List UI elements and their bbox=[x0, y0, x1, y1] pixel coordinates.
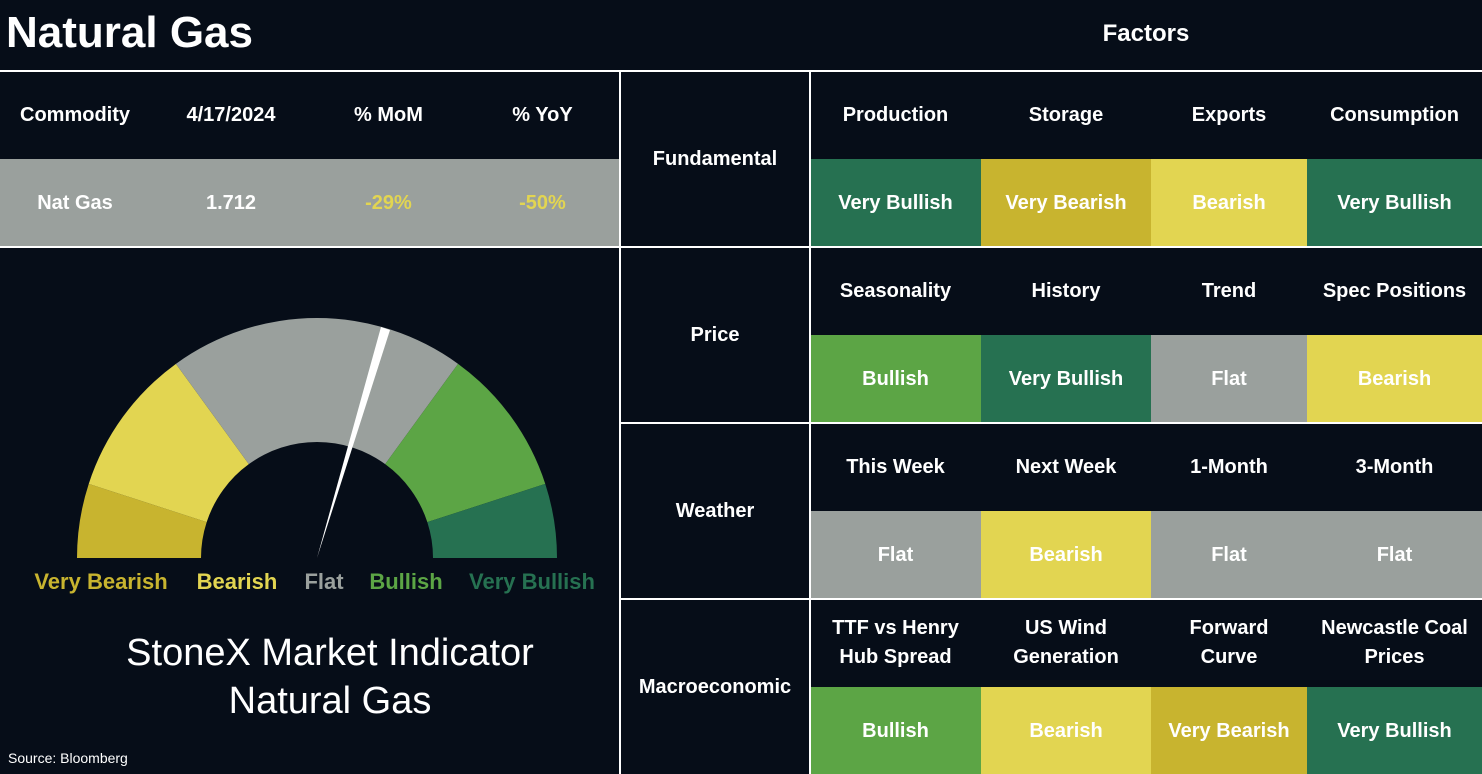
factor-signal: Flat bbox=[1151, 511, 1307, 599]
factor-signal: Bullish bbox=[810, 687, 981, 774]
divider bbox=[619, 70, 621, 774]
factor-name-line: History bbox=[1031, 279, 1101, 302]
gauge-segment bbox=[77, 483, 207, 558]
factor-name-line: US Wind bbox=[1024, 617, 1108, 639]
factor-signal: Bearish bbox=[1151, 159, 1307, 247]
page-title: Natural Gas bbox=[6, 8, 253, 57]
factor-signal: Bullish bbox=[810, 335, 981, 423]
factor-name-line: Curve bbox=[1200, 646, 1258, 668]
gauge-label: Bullish bbox=[369, 569, 442, 594]
factor-name-line: Hub Spread bbox=[839, 646, 952, 668]
factor-signal: Bearish bbox=[981, 511, 1151, 599]
factor-category: Macroeconomic bbox=[620, 599, 810, 774]
factor-name-line: Trend bbox=[1201, 279, 1257, 302]
factor-signal: Bearish bbox=[1307, 335, 1482, 423]
table-value: -29% bbox=[312, 159, 465, 247]
factor-name: Seasonality bbox=[810, 247, 981, 335]
factor-name: Consumption bbox=[1307, 71, 1482, 159]
divider bbox=[620, 422, 1482, 424]
factor-name: Forward Curve bbox=[1151, 599, 1307, 687]
source-note: Source: Bloomberg bbox=[8, 750, 128, 766]
gauge-segment bbox=[427, 483, 557, 558]
divider bbox=[0, 70, 1482, 72]
gauge-segment bbox=[385, 363, 546, 523]
factor-name: TTF vs Henry Hub Spread bbox=[810, 599, 981, 687]
factor-name: Exports bbox=[1151, 71, 1307, 159]
factor-name: Newcastle Coal Prices bbox=[1307, 599, 1482, 687]
factor-name: 3-Month bbox=[1307, 423, 1482, 511]
factor-signal: Very Bullish bbox=[1307, 159, 1482, 247]
gauge-title: StoneX Market Indicator bbox=[126, 632, 534, 674]
factor-name-line: Generation bbox=[1013, 646, 1119, 668]
factor-name-line: Newcastle Coal bbox=[1321, 617, 1468, 639]
gauge-segment bbox=[88, 363, 249, 523]
factor-name-line: Forward bbox=[1189, 617, 1269, 639]
table-value: 1.712 bbox=[150, 159, 312, 247]
factor-category: Fundamental bbox=[620, 71, 810, 247]
gauge-label: Very Bullish bbox=[469, 569, 595, 594]
factor-signal: Flat bbox=[1307, 511, 1482, 599]
factor-name-line: Prices bbox=[1364, 646, 1425, 668]
gauge-needle bbox=[317, 327, 390, 558]
factor-name-line: Consumption bbox=[1330, 103, 1459, 126]
factor-signal: Very Bullish bbox=[981, 335, 1151, 423]
table-value: -50% bbox=[465, 159, 620, 247]
factor-name: 1-Month bbox=[1151, 423, 1307, 511]
table-value: Nat Gas bbox=[0, 159, 150, 247]
factor-name: Production bbox=[810, 71, 981, 159]
table-header: % YoY bbox=[465, 71, 620, 159]
divider bbox=[620, 598, 1482, 600]
table-header: % MoM bbox=[312, 71, 465, 159]
factor-name-line: TTF vs Henry bbox=[832, 617, 959, 639]
gauge-label: Very Bearish bbox=[34, 569, 167, 594]
factor-signal: Flat bbox=[1151, 335, 1307, 423]
divider bbox=[809, 70, 811, 774]
table-header: 4/17/2024 bbox=[150, 71, 312, 159]
divider bbox=[0, 246, 1482, 248]
factor-signal: Flat bbox=[810, 511, 981, 599]
factor-signal: Bearish bbox=[981, 687, 1151, 774]
factor-name: This Week bbox=[810, 423, 981, 511]
factor-signal: Very Bearish bbox=[1151, 687, 1307, 774]
factor-signal: Very Bullish bbox=[1307, 687, 1482, 774]
factor-name: Trend bbox=[1151, 247, 1307, 335]
gauge-title: Natural Gas bbox=[229, 680, 432, 722]
gauge-label: Flat bbox=[304, 569, 344, 594]
factor-signal: Very Bearish bbox=[981, 159, 1151, 247]
factor-category: Price bbox=[620, 247, 810, 423]
table-header: Commodity bbox=[0, 71, 150, 159]
factor-name-line: This Week bbox=[846, 455, 945, 478]
factor-name: Storage bbox=[981, 71, 1151, 159]
factor-category: Weather bbox=[620, 423, 810, 599]
factor-name: History bbox=[981, 247, 1151, 335]
factor-name-line: Seasonality bbox=[839, 279, 952, 302]
factor-name-line: Exports bbox=[1191, 103, 1267, 126]
factor-signal: Very Bullish bbox=[810, 159, 981, 247]
factor-name-line: Production bbox=[842, 103, 949, 126]
factor-name: Next Week bbox=[981, 423, 1151, 511]
factor-name-line: 3-Month bbox=[1355, 455, 1434, 478]
factor-name-line: Storage bbox=[1028, 103, 1104, 126]
gauge: Very Bearish Bearish Flat Bullish Very Bulli… bbox=[34, 317, 595, 722]
factor-name-line: 1-Month bbox=[1190, 455, 1268, 478]
gauge-label: Bearish bbox=[197, 569, 278, 594]
factor-name-line: Spec Positions bbox=[1322, 279, 1467, 302]
factors-title: Factors bbox=[1102, 20, 1190, 47]
factor-name-line: Next Week bbox=[1015, 455, 1117, 478]
factor-name: US Wind Generation bbox=[981, 599, 1151, 687]
factor-name: Spec Positions bbox=[1307, 247, 1482, 335]
gauge-segment bbox=[175, 317, 459, 465]
